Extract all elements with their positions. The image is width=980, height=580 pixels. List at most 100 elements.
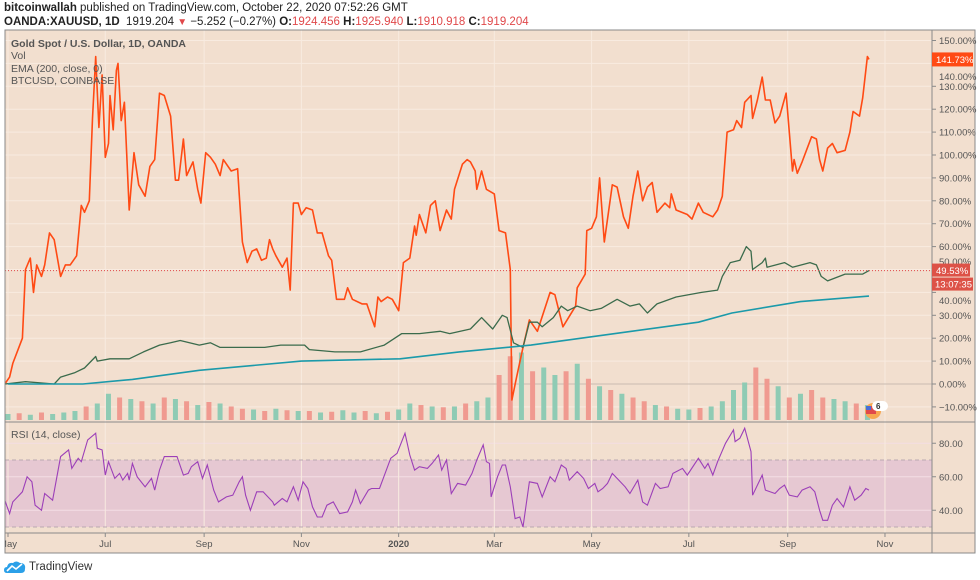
price-tick-label: 20.00%	[939, 334, 972, 345]
volume-bar	[742, 382, 748, 420]
volume-bar	[117, 397, 123, 420]
volume-bar	[273, 408, 279, 420]
bar-countdown: 13:07:35	[935, 280, 972, 291]
price-tick-label: −10.00%	[939, 402, 977, 413]
legend-rsi[interactable]: RSI (14, close)	[11, 429, 81, 441]
volume-bar	[585, 378, 591, 420]
price-tick-label: 120.00%	[939, 105, 977, 116]
volume-bar	[463, 403, 469, 420]
volume-bar	[809, 390, 815, 420]
rsi-tick-label: 40.00	[939, 506, 963, 517]
series-ema-line[interactable]	[8, 295, 870, 385]
time-tick-label: Sep	[779, 539, 796, 550]
legend-compare[interactable]: BTCUSD, COINBASE	[11, 74, 115, 87]
volume-bar	[362, 411, 368, 420]
volume-bar	[284, 410, 290, 420]
down-triangle-icon: ▼	[177, 17, 188, 28]
volume-bar	[686, 409, 692, 420]
volume-bar	[94, 403, 100, 420]
events-badge[interactable]	[865, 401, 888, 419]
volume-bar	[574, 363, 580, 420]
volume-bar	[150, 403, 156, 420]
volume-bar	[262, 411, 268, 420]
volume-bar	[306, 411, 312, 420]
price-tick-label: 60.00%	[939, 242, 972, 253]
volume-bar	[83, 406, 89, 420]
time-tick-label: 2020	[388, 539, 409, 550]
volume-bar	[418, 405, 424, 420]
volume-bar	[853, 403, 859, 420]
volume-bar	[652, 405, 658, 420]
grid	[5, 30, 932, 533]
rsi-tick-label: 80.00	[939, 439, 963, 450]
price-tick-label: 110.00%	[939, 128, 976, 139]
tradingview-logo[interactable]: TradingView	[4, 560, 92, 574]
volume-bar	[195, 405, 201, 420]
time-tick-label: May	[0, 539, 17, 550]
volume-bar	[139, 401, 145, 420]
series-btc-line[interactable]	[5, 55, 870, 401]
legend-ema[interactable]: EMA (200, close, 0)	[11, 62, 103, 75]
volume-bar	[429, 406, 435, 420]
volume-bar	[630, 397, 636, 420]
author-name[interactable]: bitcoinwallah	[4, 2, 77, 14]
volume-bar	[351, 412, 357, 420]
symbol-quote: OANDA:XAUUSD, 1D 1919.204 ▼ −5.252 (−0.2…	[4, 16, 529, 28]
gold-last-value: 49.53%	[936, 266, 969, 277]
volume-bar	[764, 378, 770, 420]
volume-bar	[206, 402, 212, 420]
high-value: 1925.940	[355, 16, 404, 28]
time-tick-label: Nov	[877, 539, 894, 550]
low-label: L:	[406, 16, 418, 28]
volume-bar	[128, 399, 134, 420]
volume-bar	[820, 397, 826, 420]
volume-bar	[407, 403, 413, 420]
tradingview-cloud-icon	[4, 561, 26, 573]
price-tick-label: 50.00%	[939, 257, 972, 268]
volume-bar	[697, 408, 703, 420]
events-count: 6	[876, 402, 881, 411]
time-tick-label: Jul	[683, 539, 695, 550]
volume-bar	[184, 401, 190, 420]
series-gold-line[interactable]	[5, 245, 870, 385]
volume-bar	[708, 406, 714, 420]
legend-vol[interactable]: Vol	[11, 50, 26, 63]
rsi-line[interactable]	[5, 426, 870, 528]
price-tick-label: 70.00%	[939, 219, 972, 230]
volume-bar	[161, 397, 167, 420]
high-label: H:	[343, 16, 356, 28]
publish-info: bitcoinwallah published on TradingView.c…	[4, 2, 408, 14]
volume-bar	[608, 390, 614, 420]
events-count-bg	[872, 401, 888, 411]
volume-bar	[641, 401, 647, 420]
rsi-band	[5, 460, 932, 527]
open-label: O:	[279, 16, 292, 28]
price-tick-label: 100.00%	[939, 151, 977, 162]
price-tick-label: 90.00%	[939, 173, 972, 184]
volume-bar	[396, 409, 402, 420]
volume-bar	[451, 406, 457, 420]
last-price: 1919.204	[126, 16, 175, 28]
time-tick-label: Sep	[196, 539, 213, 550]
volume-bar	[72, 411, 78, 420]
volume-bars	[5, 352, 870, 420]
volume-bar	[842, 401, 848, 420]
price-tick-label: 10.00%	[939, 357, 972, 368]
open-value: 1924.456	[291, 16, 340, 28]
time-tick-label: Jul	[99, 539, 111, 550]
countdown-box	[932, 277, 973, 291]
volume-bar	[27, 414, 33, 420]
close-label: C:	[468, 16, 481, 28]
volume-bar	[753, 367, 759, 420]
volume-bar	[775, 386, 781, 420]
volume-bar	[228, 406, 234, 420]
tradingview-brand: TradingView	[29, 561, 93, 573]
main-series	[5, 55, 870, 528]
volume-bar	[797, 393, 803, 420]
volume-bar	[719, 401, 725, 420]
price-change: −5.252 (−0.27%)	[190, 16, 276, 28]
volume-bar	[329, 411, 335, 420]
price-tick-label: 0.00%	[939, 380, 966, 391]
volume-bar	[474, 401, 480, 420]
